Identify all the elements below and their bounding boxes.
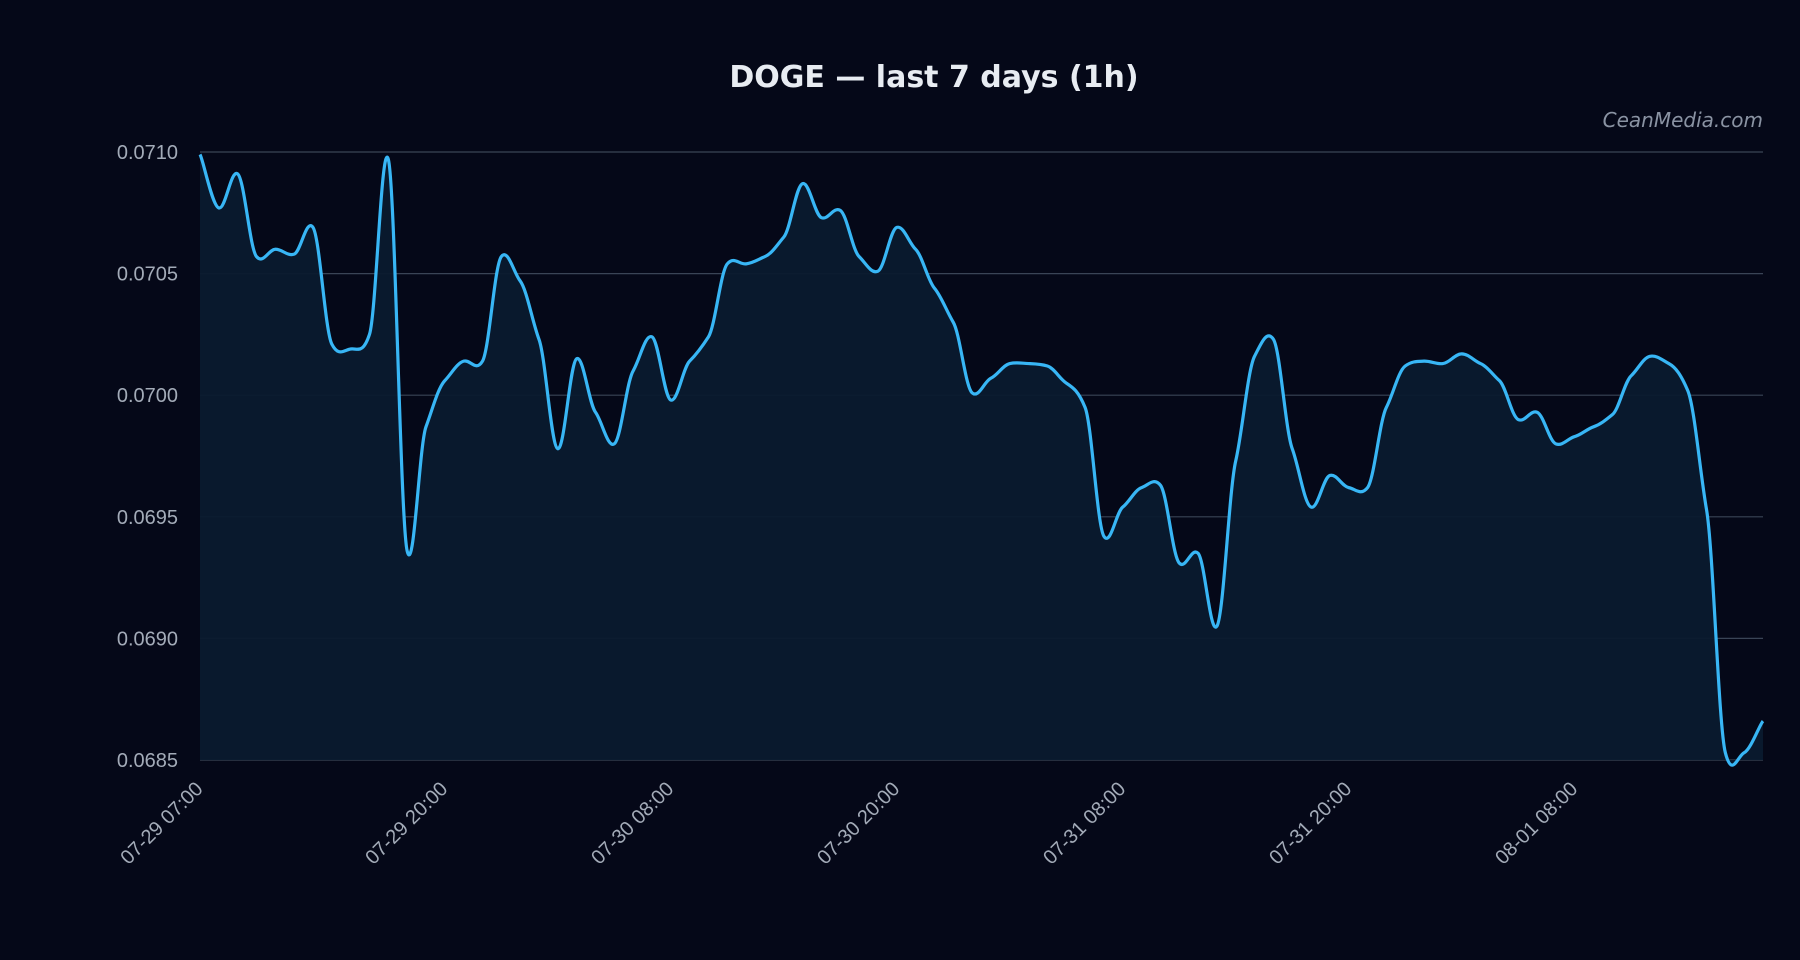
x-tick-label: 08-01 08:00: [1491, 778, 1582, 869]
x-tick-label: 07-30 08:00: [587, 778, 678, 869]
y-tick-label: 0.0705: [117, 264, 178, 286]
price-area-fill: [200, 154, 1763, 766]
y-tick-label: 0.0710: [117, 142, 178, 164]
y-axis-ticks: 0.0685 0.0690 0.0695 0.0700 0.0705 0.0710: [117, 142, 178, 772]
x-tick-label: 07-29 07:00: [116, 778, 207, 869]
y-tick-label: 0.0695: [117, 507, 178, 529]
y-tick-label: 0.0700: [117, 385, 178, 407]
x-axis-ticks: 07-29 07:00 07-29 20:00 07-30 08:00 07-30 2…: [116, 778, 1582, 869]
x-tick-label: 07-29 20:00: [361, 778, 452, 869]
price-line: [198, 153, 1765, 767]
x-tick-label: 07-30 20:00: [813, 778, 904, 869]
chart-title: DOGE — last 7 days (1h): [729, 60, 1138, 95]
y-tick-label: 0.0690: [117, 628, 178, 650]
x-tick-label: 07-31 20:00: [1265, 778, 1356, 869]
watermark-text: CeanMedia.com: [1603, 108, 1763, 132]
x-tick-label: 07-31 08:00: [1039, 778, 1130, 869]
y-tick-label: 0.0685: [117, 750, 178, 772]
